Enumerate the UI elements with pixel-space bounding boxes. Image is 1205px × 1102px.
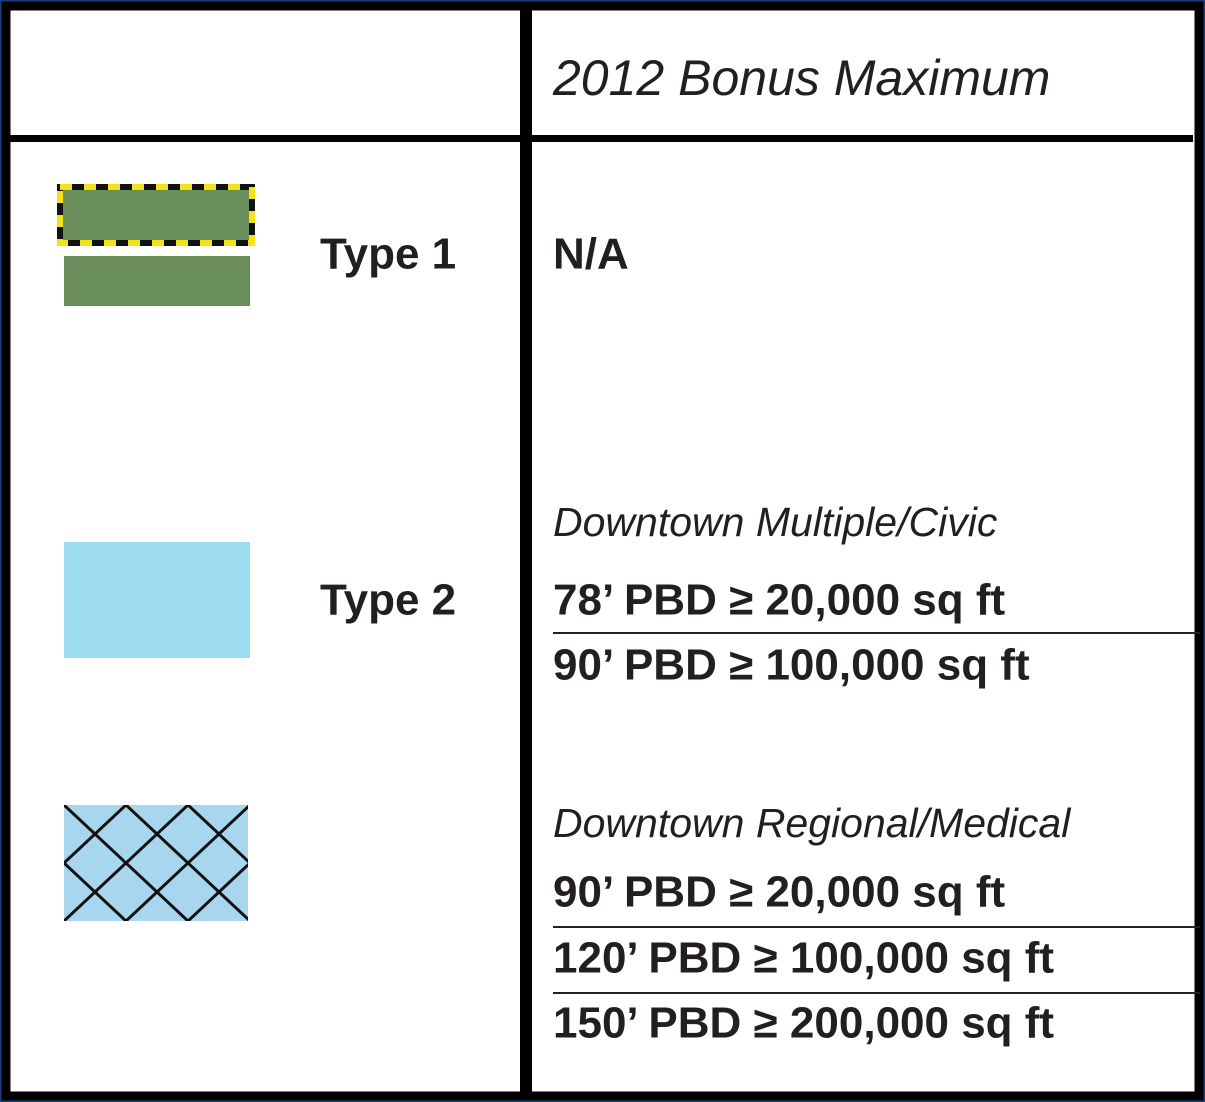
swatch-type2 — [64, 542, 250, 658]
row-value: 120’ PBD ≥ 100,000 sq ft — [553, 934, 1054, 983]
swatch-type1 — [64, 256, 250, 306]
row-subheading: Downtown Regional/Medical — [553, 800, 1072, 846]
row-value: 150’ PBD ≥ 200,000 sq ft — [553, 999, 1054, 1048]
row-value: N/A — [553, 230, 629, 279]
column-divider — [520, 6, 532, 1096]
swatch-dash — [57, 184, 255, 246]
row-value: 90’ PBD ≥ 20,000 sq ft — [553, 868, 1005, 917]
row-value: 78’ PBD ≥ 20,000 sq ft — [553, 576, 1005, 625]
swatch-type1-outlined — [57, 184, 255, 246]
row-value: 90’ PBD ≥ 100,000 sq ft — [553, 641, 1030, 690]
row-label: Type 2 — [320, 576, 456, 625]
row-subheading: Downtown Multiple/Civic — [553, 499, 998, 545]
swatch-hatched — [64, 805, 248, 921]
header-rule — [6, 135, 1193, 142]
row-separator — [553, 632, 1200, 634]
header-title: 2012 Bonus Maximum — [552, 50, 1050, 106]
row-separator — [553, 926, 1200, 928]
row-separator — [553, 992, 1200, 994]
row-label: Type 1 — [320, 230, 456, 279]
